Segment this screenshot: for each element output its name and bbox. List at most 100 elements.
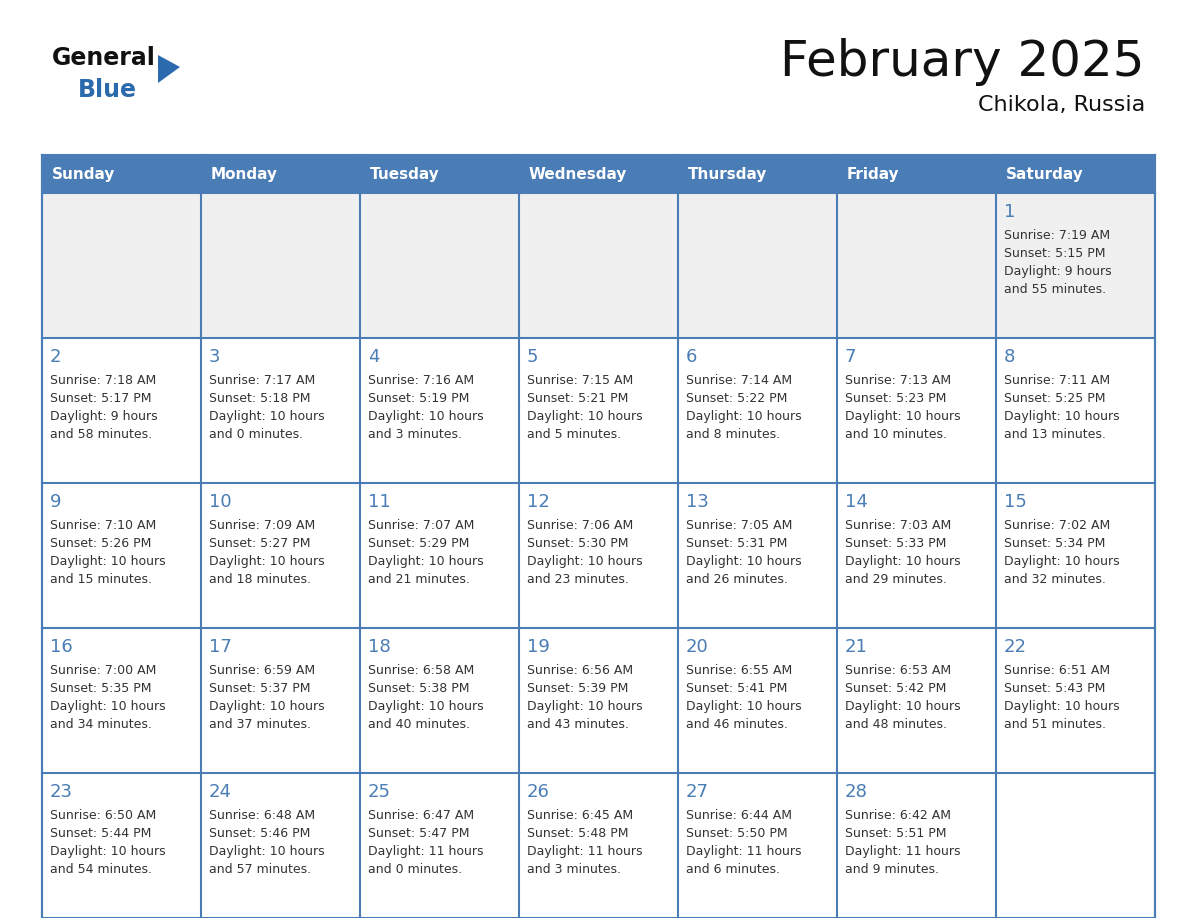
Text: Sunrise: 7:17 AM: Sunrise: 7:17 AM <box>209 374 315 387</box>
Text: Sunset: 5:51 PM: Sunset: 5:51 PM <box>845 827 947 840</box>
Text: and 3 minutes.: and 3 minutes. <box>368 428 462 441</box>
Text: and 46 minutes.: and 46 minutes. <box>685 718 788 731</box>
Text: and 37 minutes.: and 37 minutes. <box>209 718 311 731</box>
Text: Sunset: 5:34 PM: Sunset: 5:34 PM <box>1004 537 1105 550</box>
Text: and 9 minutes.: and 9 minutes. <box>845 863 939 876</box>
Text: Daylight: 10 hours: Daylight: 10 hours <box>1004 555 1119 568</box>
Text: Sunset: 5:23 PM: Sunset: 5:23 PM <box>845 392 947 405</box>
Bar <box>42 155 1155 193</box>
Text: 27: 27 <box>685 783 709 801</box>
Text: Sunset: 5:22 PM: Sunset: 5:22 PM <box>685 392 788 405</box>
Bar <box>201 338 360 483</box>
Bar <box>360 483 519 628</box>
Text: Sunrise: 6:53 AM: Sunrise: 6:53 AM <box>845 664 952 677</box>
Text: Daylight: 10 hours: Daylight: 10 hours <box>368 700 484 713</box>
Text: and 21 minutes.: and 21 minutes. <box>368 573 470 586</box>
Text: Saturday: Saturday <box>1006 166 1083 182</box>
Text: 10: 10 <box>209 493 232 511</box>
Bar <box>360 773 519 918</box>
Bar <box>42 193 201 338</box>
Text: Chikola, Russia: Chikola, Russia <box>978 95 1145 115</box>
Text: Sunset: 5:21 PM: Sunset: 5:21 PM <box>527 392 628 405</box>
Text: Daylight: 11 hours: Daylight: 11 hours <box>685 845 802 858</box>
Text: Sunrise: 6:55 AM: Sunrise: 6:55 AM <box>685 664 792 677</box>
Text: Wednesday: Wednesday <box>529 166 627 182</box>
Text: Daylight: 11 hours: Daylight: 11 hours <box>845 845 961 858</box>
Bar <box>838 338 996 483</box>
Text: 20: 20 <box>685 638 709 656</box>
Text: and 10 minutes.: and 10 minutes. <box>845 428 947 441</box>
Bar <box>42 628 201 773</box>
Text: Monday: Monday <box>211 166 278 182</box>
Bar <box>42 483 201 628</box>
Text: Sunset: 5:50 PM: Sunset: 5:50 PM <box>685 827 788 840</box>
Text: Sunset: 5:15 PM: Sunset: 5:15 PM <box>1004 247 1106 260</box>
Text: Daylight: 9 hours: Daylight: 9 hours <box>50 410 158 423</box>
Bar <box>519 628 678 773</box>
Text: Sunrise: 7:15 AM: Sunrise: 7:15 AM <box>527 374 633 387</box>
Text: and 51 minutes.: and 51 minutes. <box>1004 718 1106 731</box>
Text: and 57 minutes.: and 57 minutes. <box>209 863 311 876</box>
Text: Daylight: 10 hours: Daylight: 10 hours <box>50 700 165 713</box>
Text: Daylight: 10 hours: Daylight: 10 hours <box>209 700 324 713</box>
Text: 21: 21 <box>845 638 868 656</box>
Polygon shape <box>158 55 181 83</box>
Text: Sunrise: 7:18 AM: Sunrise: 7:18 AM <box>50 374 157 387</box>
Text: and 23 minutes.: and 23 minutes. <box>527 573 628 586</box>
Text: and 8 minutes.: and 8 minutes. <box>685 428 781 441</box>
Text: Sunrise: 6:45 AM: Sunrise: 6:45 AM <box>527 809 633 822</box>
Text: and 43 minutes.: and 43 minutes. <box>527 718 628 731</box>
Text: 4: 4 <box>368 348 379 366</box>
Text: 15: 15 <box>1004 493 1026 511</box>
Text: Sunrise: 7:06 AM: Sunrise: 7:06 AM <box>527 519 633 532</box>
Text: Tuesday: Tuesday <box>369 166 440 182</box>
Text: Daylight: 11 hours: Daylight: 11 hours <box>527 845 643 858</box>
Bar <box>838 193 996 338</box>
Text: 23: 23 <box>50 783 72 801</box>
Text: Sunset: 5:46 PM: Sunset: 5:46 PM <box>209 827 310 840</box>
Text: and 55 minutes.: and 55 minutes. <box>1004 283 1106 296</box>
Bar <box>201 628 360 773</box>
Text: 13: 13 <box>685 493 709 511</box>
Text: 22: 22 <box>1004 638 1026 656</box>
Bar <box>519 338 678 483</box>
Text: Sunset: 5:18 PM: Sunset: 5:18 PM <box>209 392 310 405</box>
Bar <box>42 773 201 918</box>
Text: 3: 3 <box>209 348 221 366</box>
Text: Friday: Friday <box>847 166 899 182</box>
Text: General: General <box>52 46 156 70</box>
Text: Sunday: Sunday <box>52 166 115 182</box>
Text: 11: 11 <box>368 493 391 511</box>
Text: and 5 minutes.: and 5 minutes. <box>527 428 621 441</box>
Bar <box>996 338 1155 483</box>
Text: Sunset: 5:27 PM: Sunset: 5:27 PM <box>209 537 310 550</box>
Text: Daylight: 10 hours: Daylight: 10 hours <box>685 700 802 713</box>
Text: and 3 minutes.: and 3 minutes. <box>527 863 621 876</box>
Text: Daylight: 10 hours: Daylight: 10 hours <box>685 410 802 423</box>
Bar <box>360 193 519 338</box>
Text: February 2025: February 2025 <box>781 38 1145 86</box>
Text: Sunrise: 7:10 AM: Sunrise: 7:10 AM <box>50 519 157 532</box>
Text: 16: 16 <box>50 638 72 656</box>
Text: Sunset: 5:42 PM: Sunset: 5:42 PM <box>845 682 947 695</box>
Text: Sunrise: 7:16 AM: Sunrise: 7:16 AM <box>368 374 474 387</box>
Text: 12: 12 <box>527 493 550 511</box>
Text: Daylight: 10 hours: Daylight: 10 hours <box>1004 700 1119 713</box>
Text: 2: 2 <box>50 348 62 366</box>
Text: and 32 minutes.: and 32 minutes. <box>1004 573 1106 586</box>
Text: and 15 minutes.: and 15 minutes. <box>50 573 152 586</box>
Bar <box>678 483 838 628</box>
Text: 19: 19 <box>527 638 550 656</box>
Text: Sunrise: 6:56 AM: Sunrise: 6:56 AM <box>527 664 633 677</box>
Text: Sunset: 5:37 PM: Sunset: 5:37 PM <box>209 682 310 695</box>
Text: Daylight: 10 hours: Daylight: 10 hours <box>845 410 961 423</box>
Text: Sunrise: 6:59 AM: Sunrise: 6:59 AM <box>209 664 315 677</box>
Bar <box>519 483 678 628</box>
Text: and 0 minutes.: and 0 minutes. <box>368 863 462 876</box>
Text: Sunset: 5:31 PM: Sunset: 5:31 PM <box>685 537 788 550</box>
Text: Sunset: 5:17 PM: Sunset: 5:17 PM <box>50 392 152 405</box>
Text: 18: 18 <box>368 638 391 656</box>
Text: Thursday: Thursday <box>688 166 767 182</box>
Text: Sunrise: 7:03 AM: Sunrise: 7:03 AM <box>845 519 952 532</box>
Bar <box>360 628 519 773</box>
